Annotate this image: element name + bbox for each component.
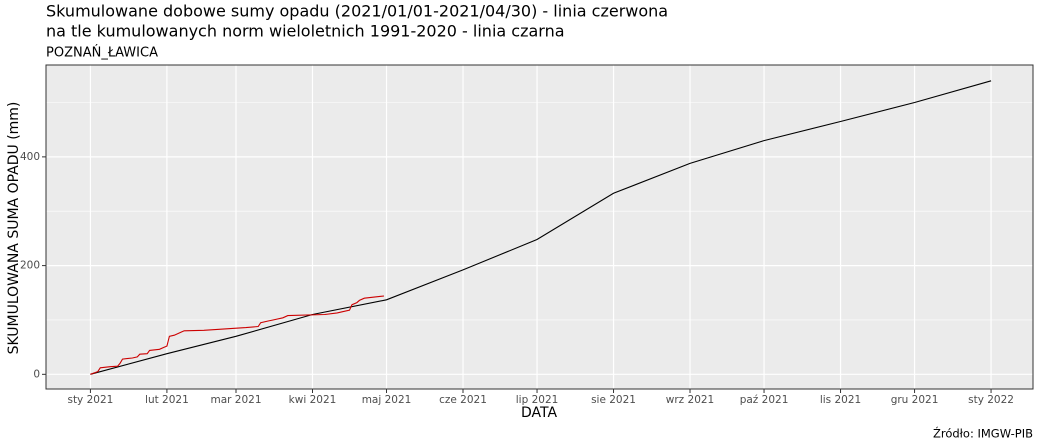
x-axis-label: DATA	[521, 405, 557, 421]
plot-background	[46, 65, 1033, 389]
x-tick-label: sty 2022	[968, 394, 1014, 406]
x-tick-label: lip 2021	[516, 394, 559, 406]
chart-subtitle: POZNAŃ_ŁAWICA	[46, 45, 158, 61]
x-tick-label: cze 2021	[439, 394, 487, 406]
y-tick-label: 200	[20, 260, 40, 272]
series-line	[90, 295, 385, 375]
caption: Źródło: IMGW-PIB	[933, 426, 1033, 441]
y-axis-label: SKUMULOWANA SUMA OPADU (mm)	[6, 102, 22, 355]
x-tick-label: paź 2021	[740, 394, 789, 406]
x-tick-label: maj 2021	[362, 394, 412, 406]
x-tick-label: lis 2021	[820, 394, 861, 406]
chart-title: na tle kumulowanych norm wieloletnich 19…	[46, 22, 565, 41]
plot-border	[45, 64, 1034, 390]
x-tick-label: gru 2021	[891, 394, 939, 406]
chart-title: Skumulowane dobowe sumy opadu (2021/01/0…	[46, 2, 668, 21]
x-tick-label: kwi 2021	[289, 394, 337, 406]
x-tick-label: lut 2021	[145, 394, 189, 406]
x-tick-label: mar 2021	[210, 394, 261, 406]
x-tick-label: wrz 2021	[666, 394, 714, 406]
series-line	[90, 80, 992, 375]
y-tick-label: 400	[20, 151, 40, 163]
x-tick-label: sty 2021	[67, 394, 113, 406]
x-tick-label: sie 2021	[591, 394, 636, 406]
y-tick-label: 0	[33, 368, 40, 380]
